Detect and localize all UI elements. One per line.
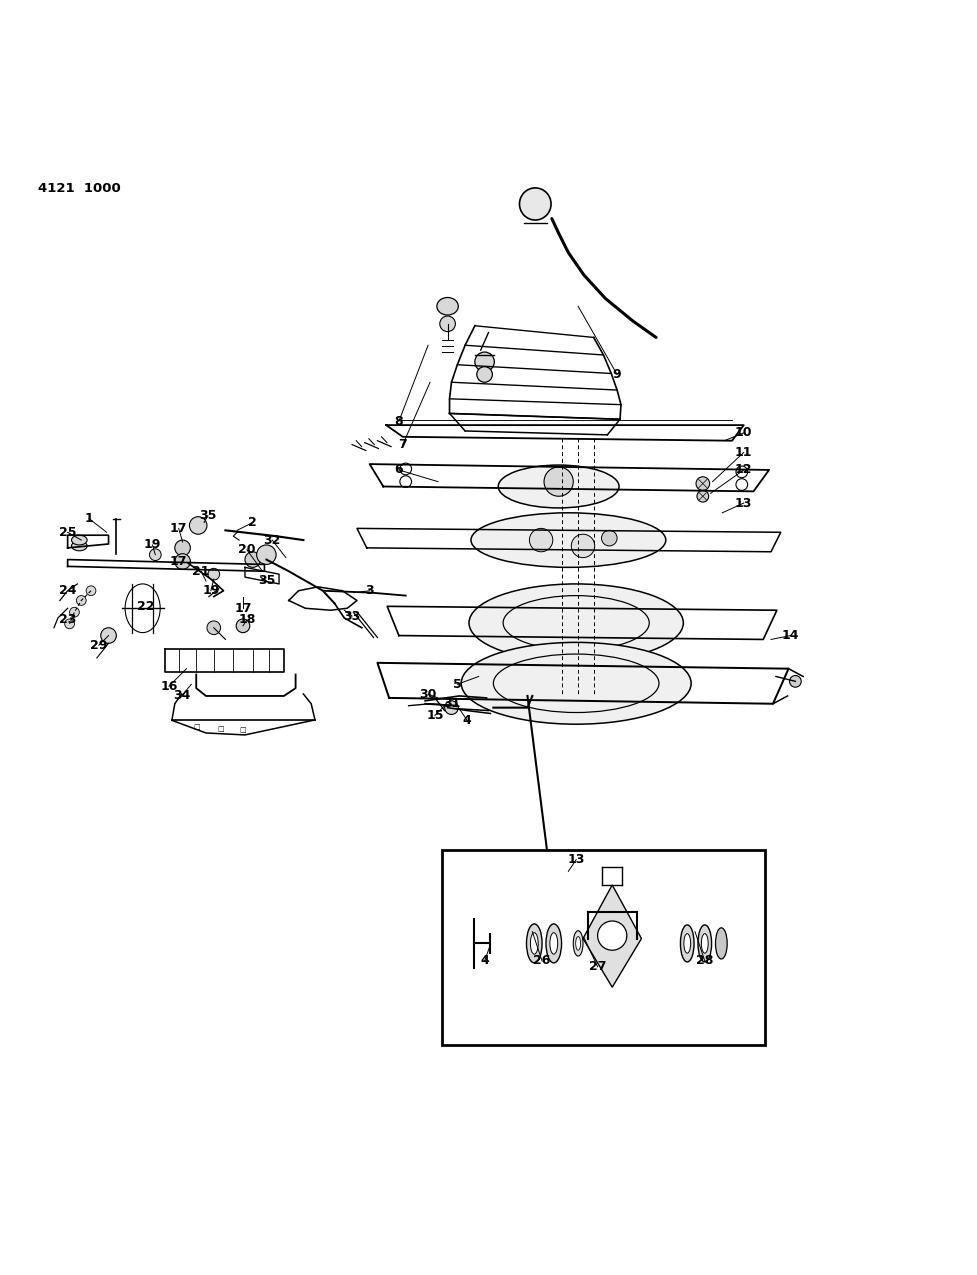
Ellipse shape [71, 541, 87, 551]
Circle shape [190, 516, 207, 534]
Circle shape [101, 627, 116, 644]
Ellipse shape [573, 931, 583, 956]
Ellipse shape [520, 187, 551, 221]
Circle shape [208, 569, 220, 580]
Ellipse shape [715, 928, 727, 959]
Text: 34: 34 [173, 690, 191, 703]
Circle shape [245, 552, 261, 567]
Text: 4: 4 [481, 955, 488, 968]
Circle shape [530, 528, 553, 552]
Text: 23: 23 [59, 613, 76, 626]
Ellipse shape [471, 513, 665, 567]
Bar [442, 850, 765, 1044]
Text: 17: 17 [234, 602, 252, 615]
Text: 24: 24 [59, 584, 76, 597]
Circle shape [598, 921, 627, 950]
Text: 15: 15 [426, 709, 444, 722]
Ellipse shape [550, 933, 558, 954]
Text: 13: 13 [568, 853, 585, 866]
Text: 13: 13 [735, 496, 752, 510]
Circle shape [697, 491, 708, 502]
Text: 19: 19 [202, 584, 220, 597]
Text: 31: 31 [443, 697, 460, 710]
Text: 7: 7 [399, 439, 407, 451]
Text: 11: 11 [735, 446, 752, 459]
Text: 30: 30 [419, 687, 437, 700]
Circle shape [544, 467, 573, 496]
Text: 35: 35 [199, 509, 217, 523]
Text: 29: 29 [90, 639, 107, 652]
Text: 8: 8 [395, 414, 404, 427]
Text: 3: 3 [365, 584, 374, 597]
Polygon shape [583, 885, 642, 987]
Text: 4: 4 [463, 714, 472, 727]
Text: □: □ [239, 727, 246, 733]
Ellipse shape [461, 643, 691, 724]
Text: 26: 26 [533, 955, 551, 968]
Circle shape [696, 477, 709, 491]
Circle shape [86, 586, 96, 595]
Circle shape [69, 607, 79, 617]
Ellipse shape [546, 924, 562, 963]
Text: □: □ [192, 724, 199, 731]
Text: 27: 27 [589, 960, 607, 973]
Text: 28: 28 [696, 955, 713, 968]
Ellipse shape [684, 933, 691, 954]
Text: 5: 5 [453, 678, 462, 691]
Circle shape [175, 553, 191, 570]
Circle shape [64, 618, 74, 629]
Text: 35: 35 [258, 575, 276, 588]
Text: 17: 17 [170, 555, 188, 567]
Ellipse shape [527, 924, 542, 963]
Text: 1: 1 [85, 513, 94, 525]
Ellipse shape [698, 924, 711, 961]
Text: 14: 14 [782, 629, 799, 643]
Circle shape [236, 618, 250, 632]
Circle shape [257, 544, 276, 565]
Circle shape [475, 352, 494, 371]
Circle shape [149, 548, 161, 561]
Text: 20: 20 [238, 543, 256, 556]
Circle shape [789, 676, 801, 687]
Text: 10: 10 [735, 426, 752, 440]
Ellipse shape [437, 297, 458, 315]
Circle shape [76, 595, 86, 606]
Circle shape [175, 541, 191, 556]
Text: 9: 9 [613, 368, 621, 381]
Ellipse shape [531, 933, 538, 954]
Text: 33: 33 [344, 609, 361, 622]
Text: 19: 19 [144, 538, 161, 552]
Circle shape [207, 621, 221, 635]
Text: 17: 17 [170, 521, 188, 536]
Ellipse shape [498, 465, 619, 507]
Ellipse shape [575, 937, 580, 950]
Ellipse shape [469, 584, 683, 662]
Ellipse shape [701, 933, 708, 954]
Text: 32: 32 [264, 533, 281, 547]
Text: 22: 22 [137, 599, 154, 613]
Text: 12: 12 [735, 463, 752, 477]
Circle shape [445, 701, 458, 714]
Text: 16: 16 [160, 680, 178, 692]
Circle shape [602, 530, 617, 546]
Text: 4121  1000: 4121 1000 [38, 181, 121, 195]
Text: □: □ [217, 725, 224, 732]
Ellipse shape [680, 924, 694, 961]
Text: 6: 6 [395, 463, 404, 477]
Circle shape [477, 367, 492, 382]
Text: 18: 18 [238, 613, 256, 626]
Circle shape [440, 316, 455, 332]
Ellipse shape [71, 536, 87, 544]
Text: 25: 25 [59, 525, 76, 539]
Circle shape [572, 534, 595, 557]
Text: 21: 21 [192, 565, 210, 578]
Text: 2: 2 [248, 516, 257, 529]
